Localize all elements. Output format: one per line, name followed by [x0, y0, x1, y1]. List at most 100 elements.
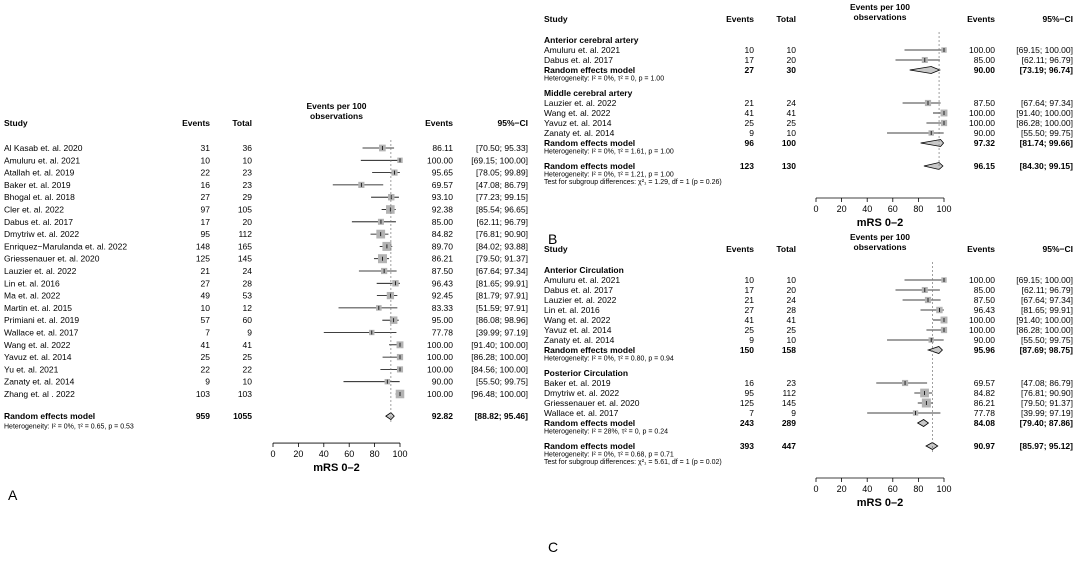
header-events-estimate: Events [425, 118, 453, 128]
study-row: Griessenauer et. al. 2020 125 145 86.21 [79.… [4, 254, 528, 264]
study-ci: [77.23; 99.15] [476, 192, 528, 202]
heterogeneity-text: Heterogeneity: I² = 0%, τ² = 1.21, p = 1… [544, 172, 674, 179]
model-estimate: 90.00 [974, 65, 996, 75]
study-ci: [55.50; 99.75] [476, 377, 528, 387]
subgroup-test-text: Test for subgroup differences: χ²₁ = 5.6… [544, 459, 722, 466]
study-est: 89.70 [432, 241, 454, 251]
study-est: 85.00 [974, 55, 996, 65]
study-row: Dabus et. al. 2017 17 20 85.00 [62.11; 96.79… [544, 285, 1073, 295]
study-ci: [84.56; 100.00] [471, 364, 528, 374]
study-total: 10 [243, 377, 253, 387]
heterogeneity-text: Heterogeneity: I² = 0%, τ² = 0, p = 1.00 [544, 76, 664, 83]
panel-label: C [548, 539, 558, 555]
study-total: 9 [791, 408, 796, 418]
header-study: Study [4, 118, 28, 128]
study-ci: [79.50; 91.37] [1021, 398, 1073, 408]
model-ci: [81.74; 99.66] [1020, 138, 1074, 148]
study-total: 24 [243, 266, 253, 276]
study-row: Zanaty et. al. 2014 9 10 90.00 [55.50; 99.75… [4, 377, 528, 387]
study-events: 148 [196, 241, 210, 251]
study-name: Zhang et. al . 2022 [4, 389, 75, 399]
study-name: Wallace et. al. 2017 [544, 408, 619, 418]
study-events: 97 [201, 205, 211, 215]
study-name: Dmytriw et. al. 2022 [4, 229, 79, 239]
subgroup-model-row: Random effects model 150 158 95.96 [87.69; 9… [544, 345, 1073, 363]
study-ci: [51.59; 97.91] [476, 303, 528, 313]
subgroup-title: Middle cerebral artery [544, 88, 633, 98]
x-tick-label: 60 [888, 484, 898, 494]
model-total: 130 [782, 161, 796, 171]
study-est: 93.10 [432, 192, 454, 202]
study-row: Zanaty et. al. 2014 9 10 90.00 [55.50; 99.75… [544, 335, 1073, 345]
study-est: 84.82 [974, 388, 996, 398]
study-total: 41 [787, 108, 797, 118]
study-events: 17 [745, 285, 755, 295]
forest-panel-b: Amuluru et. al. 2021 10 10 100.00 [69.15; 10… [544, 32, 1073, 247]
model-total: 289 [782, 418, 796, 428]
header-total: Total [776, 244, 796, 254]
model-ci: [73.19; 96.74] [1020, 65, 1074, 75]
x-tick-label: 60 [888, 204, 898, 214]
study-events: 7 [205, 328, 210, 338]
study-est: 87.50 [432, 266, 454, 276]
model-name: Random effects model [544, 441, 635, 451]
study-ci: [62.11; 96.79] [1022, 285, 1073, 295]
study-row: Wang et. al. 2022 41 41 100.00 [91.40; 100.0… [544, 315, 1073, 325]
study-events: 21 [745, 295, 755, 305]
pooled-diamond [920, 139, 945, 147]
overall-model-row: Random effects model 393 447 90.97 [85.97; 9… [544, 441, 1073, 459]
study-total: 20 [243, 217, 253, 227]
model-ci: [84.30; 99.15] [1020, 161, 1074, 171]
study-ci: [81.65; 99.91] [1021, 305, 1073, 315]
x-tick-label: 100 [936, 484, 951, 494]
plot-title: Events per 100 observations [850, 232, 910, 252]
study-est: 96.43 [432, 278, 454, 288]
study-est: 95.65 [432, 168, 454, 178]
model-estimate: 95.96 [974, 345, 996, 355]
study-total: 12 [243, 303, 253, 313]
study-events: 10 [745, 45, 755, 55]
model-events: 150 [740, 345, 754, 355]
study-row: Dmytriw et. al. 2022 95 112 84.82 [76.81; 90… [544, 388, 1073, 398]
study-name: Atallah et. al. 2019 [4, 168, 75, 178]
study-ci: [67.64; 97.34] [1021, 98, 1073, 108]
study-name: Al Kasab et. al. 2020 [4, 143, 83, 153]
study-name: Griessenauer et. al. 2020 [4, 254, 100, 264]
study-total: 103 [238, 389, 252, 399]
study-name: Enriquez−Marulanda et. al. 2022 [4, 241, 127, 251]
pooled-diamond [925, 442, 939, 450]
study-est: 92.45 [432, 291, 454, 301]
study-name: Zanaty et. al. 2014 [4, 377, 75, 387]
study-name: Ma et. al. 2022 [4, 291, 61, 301]
study-ci: [76.81; 90.90] [476, 229, 528, 239]
study-events: 41 [745, 108, 755, 118]
study-est: 100.00 [427, 389, 453, 399]
study-est: 85.00 [974, 285, 996, 295]
x-tick-label: 40 [319, 449, 329, 459]
study-events: 21 [201, 266, 211, 276]
study-row: Griessenauer et. al. 2020 125 145 86.21 [79.… [544, 398, 1073, 408]
model-estimate: 90.97 [974, 441, 996, 451]
model-name: Random effects model [544, 138, 635, 148]
study-est: 95.00 [432, 315, 454, 325]
study-ci: [91.40; 100.00] [1016, 108, 1073, 118]
heterogeneity-text: Heterogeneity: I² = 0%, τ² = 0.68, p = 0… [544, 452, 674, 459]
study-name: Wang et. al. 2022 [544, 315, 611, 325]
model-name: Random effects model [544, 161, 635, 171]
study-ci: [55.50; 99.75] [1021, 335, 1073, 345]
study-total: 10 [243, 155, 253, 165]
study-ci: [86.08; 98.96] [476, 315, 528, 325]
study-total: 60 [243, 315, 253, 325]
study-est: 84.82 [432, 229, 454, 239]
study-row: Wang et. al. 2022 41 41 100.00 [91.40; 100.0… [544, 108, 1073, 118]
subgroup-model-row: Random effects model 27 30 90.00 [73.19; 96.… [544, 65, 1073, 83]
study-events: 16 [201, 180, 211, 190]
model-total: 447 [782, 441, 796, 451]
study-name: Zanaty et. al. 2014 [544, 128, 615, 138]
header-ci: 95%−CI [1043, 14, 1073, 24]
plot-title: Events per 100 observations [850, 2, 910, 22]
x-tick-label: 0 [813, 484, 818, 494]
study-events: 9 [205, 377, 210, 387]
study-row: Al Kasab et. al. 2020 31 36 86.11 [70.50; 95… [4, 143, 528, 153]
study-est: 87.50 [974, 98, 996, 108]
